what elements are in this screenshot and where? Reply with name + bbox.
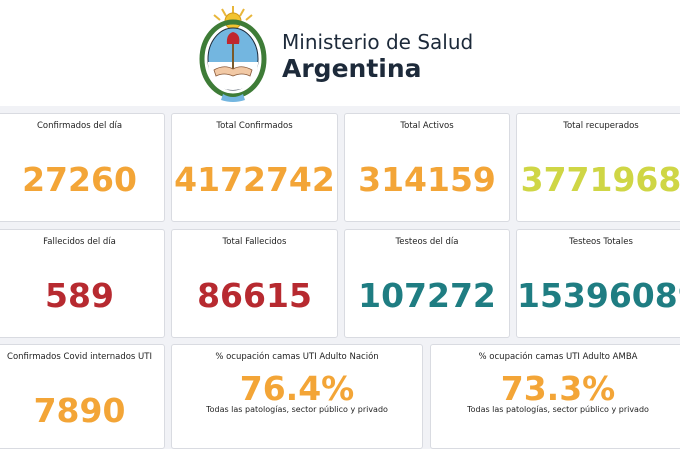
ministry-brand: Ministerio de Salud Argentina (282, 30, 473, 84)
card-note: Todas las patologías, sector público y p… (206, 405, 388, 414)
ministry-name: Ministerio de Salud (282, 30, 474, 54)
card-value: 27260 (22, 160, 137, 199)
header-banner: Ministerio de Salud Argentina (0, 0, 680, 106)
card-ocupacion-uti-nacion: % ocupación camas UTI Adulto Nación 76.4… (171, 344, 423, 449)
card-total-fallecidos: Total Fallecidos 86615 (171, 229, 338, 338)
card-value: 76.4% (239, 369, 355, 408)
card-label: % ocupación camas UTI Adulto Nación (215, 352, 379, 362)
card-label: Total recuperados (563, 121, 639, 131)
card-ocupacion-uti-amba: % ocupación camas UTI Adulto AMBA 73.3% … (430, 344, 680, 449)
card-confirmados-dia: Confirmados del día 27260 (0, 113, 165, 222)
card-value: 7890 (33, 391, 126, 430)
card-label: Confirmados Covid internados UTI (7, 352, 152, 362)
card-label: Total Fallecidos (222, 237, 287, 247)
card-value: 15396089 (517, 276, 680, 315)
card-value: 3771968 (520, 160, 680, 199)
card-note: Todas las patologías, sector público y p… (467, 405, 649, 414)
card-internados-uti: Confirmados Covid internados UTI 7890 (0, 344, 165, 449)
card-testeos-totales: Testeos Totales 15396089 (516, 229, 680, 338)
card-label: % ocupación camas UTI Adulto AMBA (478, 352, 638, 362)
card-value: 107272 (358, 276, 496, 315)
card-value: 314159 (358, 160, 496, 199)
card-total-activos: Total Activos 314159 (344, 113, 510, 222)
card-testeos-dia: Testeos del día 107272 (344, 229, 510, 338)
card-fallecidos-dia: Fallecidos del día 589 (0, 229, 165, 338)
card-label: Fallecidos del día (43, 237, 116, 247)
card-label: Testeos Totales (569, 237, 633, 247)
country-name: Argentina (282, 54, 422, 83)
card-value: 4172742 (174, 160, 335, 199)
card-value: 86615 (197, 276, 312, 315)
card-total-recuperados: Total recuperados 3771968 (516, 113, 680, 222)
card-label: Confirmados del día (36, 121, 123, 131)
card-label: Total Confirmados (216, 121, 293, 131)
card-total-confirmados: Total Confirmados 4172742 (171, 113, 338, 222)
card-value: 589 (45, 276, 114, 315)
card-label: Testeos del día (395, 237, 459, 247)
card-value: 73.3% (500, 369, 616, 408)
argentina-coat-of-arms-icon (199, 6, 267, 102)
card-label: Total Activos (400, 121, 454, 131)
